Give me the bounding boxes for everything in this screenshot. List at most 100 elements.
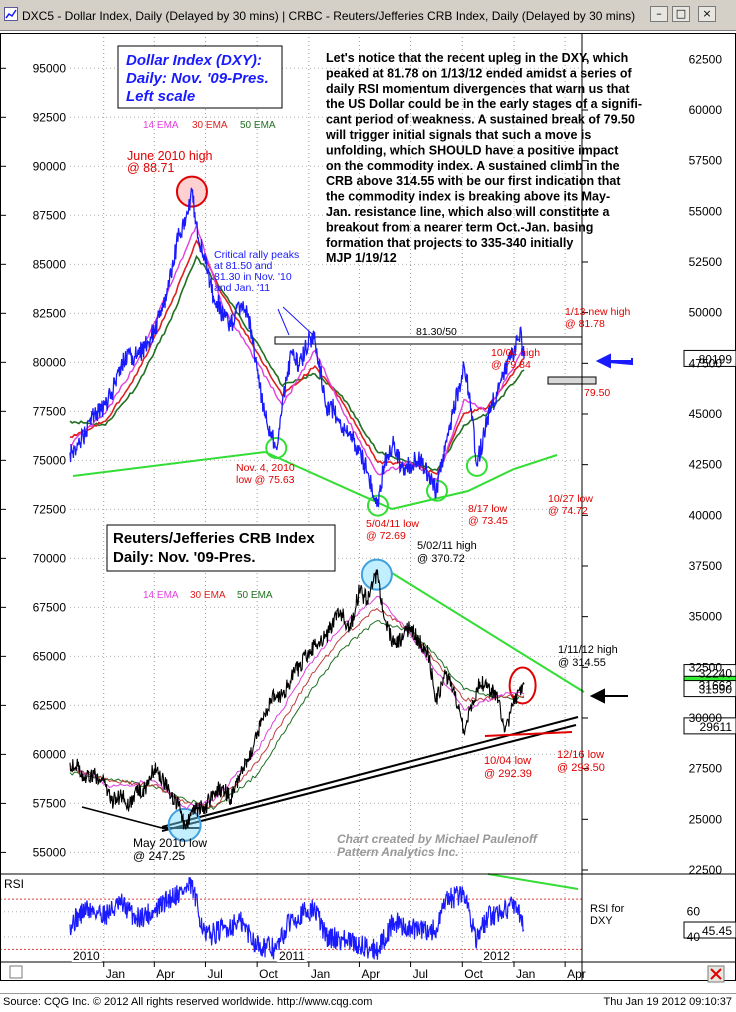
may-2011-low-marker [366, 494, 389, 517]
timestamp: Thu Jan 19 2012 09:10:37 [603, 996, 732, 1008]
commentary-line: the commodity index is breaking above it… [326, 190, 610, 204]
crb-resistance-line [391, 572, 585, 693]
right-axis-tick-label: 45000 [689, 407, 723, 421]
right-axis-tick-label: 37500 [689, 559, 723, 573]
crb-annotation-1-line: 1/11/12 high [558, 644, 618, 656]
commentary-line: formation that projects to 335-340 initi… [326, 236, 573, 250]
commentary-line: peaked at 81.78 on 1/13/12 ended amidst … [326, 66, 633, 80]
dxy-annotation-9-line: 10/27 low [548, 493, 593, 505]
left-axis-tick-label: 57500 [33, 796, 67, 810]
dxy-annotation-0-line: @ 88.71 [127, 161, 174, 175]
dxy-support-line-right [264, 451, 558, 511]
resistance-band-8130 [274, 336, 583, 345]
rsi-axis-tick-label: 60 [687, 905, 701, 919]
left-axis-tick-label: 92500 [33, 110, 67, 124]
dxy-legend-ema14: 14 EMA [143, 120, 179, 131]
dxy-annotation-8-line: 79.50 [584, 387, 610, 399]
commentary-line: CRB above 314.55 with be our first indic… [326, 174, 621, 188]
dxy-annotation-6-line: 10/04 high [491, 347, 540, 359]
jan-2012-high-marker [508, 666, 537, 705]
left-axis-tick-label: 67500 [33, 600, 67, 614]
dxy-annotation-0-line: June 2010 high [127, 149, 213, 163]
commentary-line: cant period of weakness. A sustained bre… [326, 113, 635, 127]
time-axis-tick-label: Apr [156, 967, 175, 981]
commentary-line: MJP 1/19/12 [326, 251, 397, 265]
crb-title-line: Daily: Nov. '09-Pres. [113, 549, 256, 566]
dxy-annotation-5-line: 8/17 low [468, 503, 508, 515]
nov-2010-low-marker [265, 436, 288, 459]
crb-legend-ema14: 14 EMA [143, 590, 179, 601]
dxy-support-line-left [72, 451, 266, 477]
dxy-annotation-2-line: 81.30/50 [416, 326, 457, 338]
right-axis-tick-label: 57500 [689, 154, 723, 168]
crb-base-line-left [81, 806, 163, 829]
rsi-axis-tick-label: 40 [687, 930, 701, 944]
year-label-background [481, 950, 512, 962]
dxy-title-line: Left scale [126, 88, 195, 105]
left-axis-tick-label: 65000 [33, 649, 67, 663]
dxy-annotation-1-line: 81.30 in Nov. '10 [214, 271, 292, 283]
dxy-annotation-3-line: low @ 75.63 [236, 474, 295, 486]
scroll-left-handle[interactable] [9, 965, 23, 979]
dxy-annotation-3-line: Nov. 4, 2010 [236, 462, 295, 474]
right-axis-tick-label: 47500 [689, 356, 723, 370]
right-axis-tick-label: 22500 [689, 863, 723, 877]
dxy-annotation-4-line: @ 72.69 [366, 530, 406, 542]
dxy-last-value-box [683, 349, 736, 367]
time-axis-tick-label: Jan [516, 967, 535, 981]
maximize-button[interactable]: □ [672, 6, 690, 22]
dxy-annotation-1-line: Critical rally peaks [214, 249, 299, 261]
left-axis-tick-label: 80000 [33, 355, 67, 369]
time-axis-tick-label: Jul [207, 967, 222, 981]
left-axis-tick-label: 62500 [33, 698, 67, 712]
year-label: 2011 [279, 949, 305, 963]
right-axis-tick-label: 30000 [689, 711, 723, 725]
crb-annotation-0-line: @ 370.72 [417, 553, 465, 565]
crb-annotation-4-line: May 2010 low [133, 836, 207, 850]
crb-legend-ema50: 50 EMA [237, 590, 273, 601]
crb-ema-value-1: 32240 [699, 667, 733, 681]
left-axis-tick-label: 75000 [33, 453, 67, 467]
rsi-divergence-line [487, 873, 579, 890]
axes [0, 33, 736, 983]
dxy-price-arrow [595, 353, 633, 369]
commentary-line: will trigger initial signals that such a… [325, 128, 591, 142]
time-axis-tick-label: Apr [361, 967, 380, 981]
time-axis-tick-label: Jul [413, 967, 428, 981]
right-axis-tick-label: 35000 [689, 610, 723, 624]
left-axis-tick-label: 82500 [33, 306, 67, 320]
right-axis-tick-label: 55000 [689, 204, 723, 218]
close-x-icon [710, 968, 722, 980]
crb-annotation-2-line: @ 292.39 [484, 768, 532, 780]
window-titlebar: DXC5 - Dollar Index, Daily (Delayed by 3… [0, 0, 736, 31]
year-label: 2012 [483, 949, 510, 963]
left-axis-tick-label: 85000 [33, 257, 67, 271]
dxy-last-value: 80199 [699, 352, 733, 366]
right-axis-tick-label: 50000 [689, 306, 723, 320]
left-axis-tick-label: 87500 [33, 208, 67, 222]
window-title: DXC5 - Dollar Index, Daily (Delayed by 3… [22, 9, 636, 23]
crb-annotation-5-line: Chart created by Michael Paulenoff [337, 832, 538, 846]
status-bar: Source: CQG Inc. © 2012 All rights reser… [0, 993, 736, 1012]
left-axis-tick-label: 90000 [33, 159, 67, 173]
chart-app-icon [4, 7, 18, 21]
crb-annotation-0-line: 5/02/11 high [417, 540, 477, 552]
left-axis-tick-label: 77500 [33, 404, 67, 418]
dxy-price-line [69, 187, 525, 508]
dxy-title-box [117, 45, 283, 109]
oct-2011-low-marker [465, 454, 488, 477]
crb-title-line: Reuters/Jefferies CRB Index [113, 530, 315, 547]
right-axis-tick-label: 60000 [689, 103, 723, 117]
dxy-annotation-1-line: at 81.50 and [214, 260, 273, 272]
crb-ema-value-2-box [683, 680, 736, 698]
commentary-line: the US Dollar could be in the early stag… [326, 97, 642, 111]
left-axis-tick-label: 55000 [33, 845, 67, 859]
left-axis-tick-label: 72500 [33, 502, 67, 516]
right-axis-tick-label: 27500 [689, 762, 723, 776]
rsi-side-label-line: DXY [590, 915, 613, 927]
minimize-button[interactable]: – [650, 6, 668, 22]
left-axis-tick-label: 60000 [33, 747, 67, 761]
left-axis-tick-label: 95000 [33, 61, 67, 75]
close-button[interactable]: × [698, 6, 716, 22]
crb-support-value-box [683, 717, 736, 735]
